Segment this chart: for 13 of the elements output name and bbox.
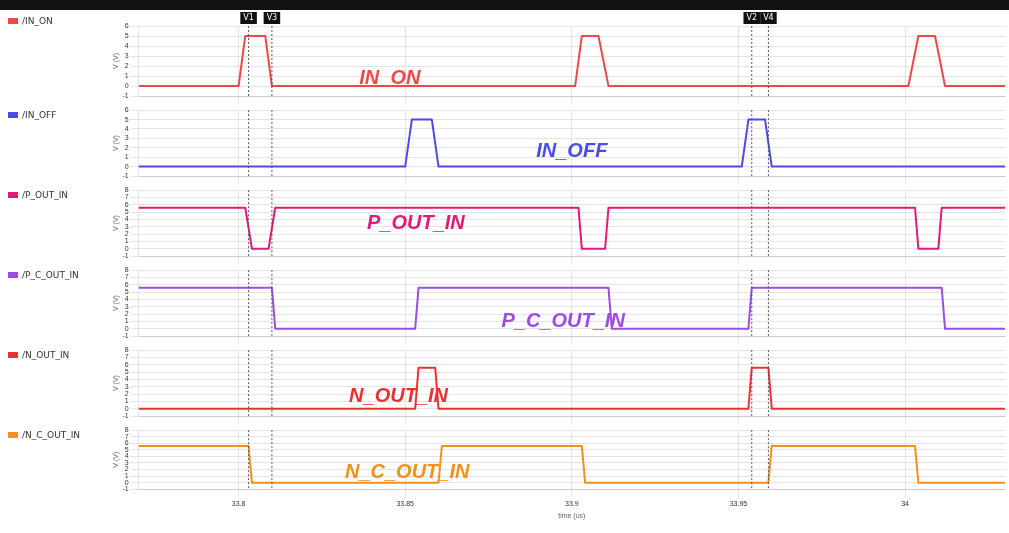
- ref-line-label: V1: [243, 13, 254, 23]
- annotation: IN_OFF: [536, 138, 609, 161]
- ref-line-label: V3: [266, 13, 278, 23]
- legend-label: /P_C_OUT_IN: [22, 270, 79, 280]
- legend-label: /P_OUT_IN: [22, 190, 69, 200]
- annotation: P_OUT_IN: [366, 210, 466, 233]
- ref-line-label: V2: [746, 13, 758, 23]
- ref-line-label: V4: [763, 13, 774, 23]
- legend-label: /IN_OFF: [22, 110, 57, 120]
- legend-label: /N_C_OUT_IN: [22, 430, 81, 440]
- annotation: IN_ON: [359, 66, 421, 89]
- legend-label: /N_OUT_IN: [22, 350, 70, 360]
- legend-label: /IN_ON: [22, 16, 53, 26]
